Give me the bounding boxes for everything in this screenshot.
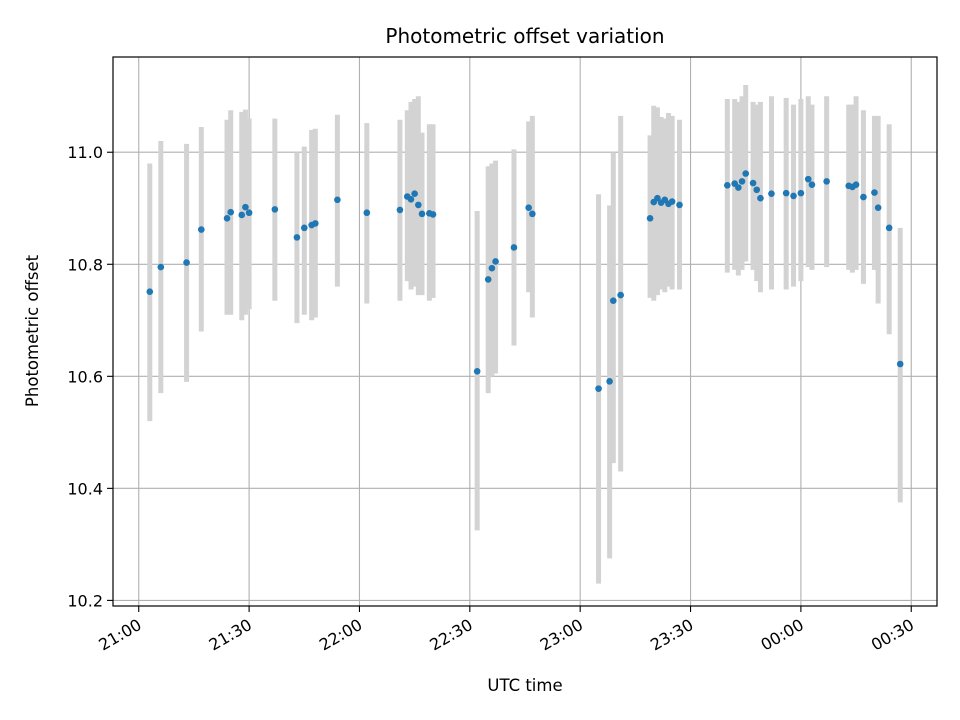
data-points — [146, 170, 904, 392]
data-point — [782, 189, 790, 197]
plot-frame — [112, 56, 938, 607]
data-point — [415, 201, 422, 209]
y-tick-label: 10.2 — [67, 591, 103, 610]
data-point — [492, 258, 499, 265]
data-point — [735, 184, 742, 191]
data-point — [871, 189, 878, 196]
data-point — [312, 220, 319, 227]
data-point — [293, 234, 301, 241]
data-point — [738, 178, 746, 185]
data-point — [238, 211, 246, 219]
data-point — [418, 210, 426, 218]
data-point — [724, 181, 731, 189]
data-point — [484, 276, 492, 283]
data-point — [742, 170, 750, 177]
chart-title: Photometric offset variation — [385, 24, 664, 48]
data-point — [223, 215, 231, 222]
data-point — [606, 378, 613, 385]
data-point — [525, 204, 532, 211]
data-point — [790, 192, 797, 200]
data-point — [300, 224, 308, 232]
y-axis-title: Photometric offset — [23, 254, 42, 407]
data-point — [157, 263, 165, 271]
data-point — [668, 198, 676, 205]
data-point — [860, 193, 867, 201]
data-point — [334, 196, 341, 204]
data-point — [429, 211, 437, 218]
data-point — [510, 244, 518, 251]
y-tick-label: 10.4 — [67, 479, 103, 498]
data-point — [595, 385, 602, 392]
data-point — [396, 206, 404, 214]
data-point — [676, 201, 683, 209]
data-point — [407, 195, 415, 203]
data-point — [245, 209, 253, 217]
data-point — [529, 210, 536, 218]
y-tick-label: 10.8 — [67, 255, 103, 274]
data-point — [473, 367, 481, 375]
data-point — [242, 203, 249, 211]
data-point — [804, 175, 812, 183]
data-point — [646, 215, 654, 222]
data-point — [183, 259, 190, 266]
data-point — [197, 226, 205, 233]
data-point — [808, 181, 816, 189]
data-point — [797, 189, 805, 197]
data-point — [823, 178, 830, 185]
data-point — [852, 181, 860, 189]
y-tick-label: 10.6 — [67, 367, 103, 386]
data-point — [654, 194, 661, 202]
data-point — [749, 179, 757, 187]
data-point — [874, 204, 882, 211]
data-point — [227, 208, 235, 216]
data-point — [146, 288, 154, 296]
data-point — [488, 264, 496, 272]
x-axis-title: UTC time — [487, 676, 562, 695]
data-point — [753, 186, 761, 194]
data-point — [617, 291, 624, 299]
data-point — [411, 190, 418, 197]
data-point — [768, 190, 775, 197]
data-point — [609, 297, 617, 304]
data-point — [896, 360, 904, 368]
data-point — [363, 209, 371, 217]
y-axis-ticks: 10.2 10.4 10.6 10.8 11.0 — [67, 143, 113, 610]
y-tick-label: 11.0 — [67, 143, 103, 162]
data-point — [885, 224, 893, 232]
data-point — [271, 206, 279, 213]
data-point — [757, 194, 764, 202]
